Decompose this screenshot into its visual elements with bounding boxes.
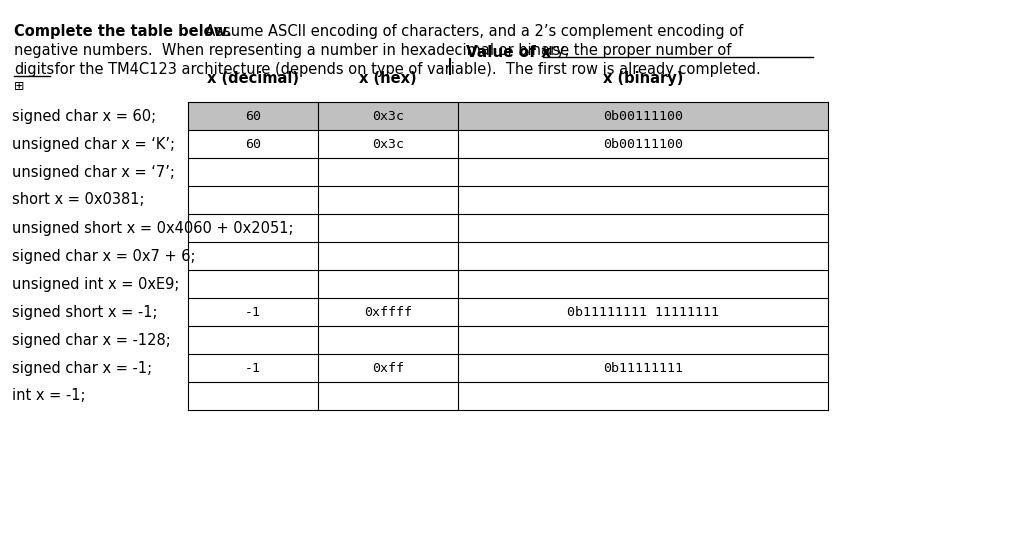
Text: unsigned char x = ‘K’;: unsigned char x = ‘K’;	[12, 136, 175, 151]
Text: signed char x = -1;: signed char x = -1;	[12, 361, 152, 376]
Text: x (decimal): x (decimal)	[207, 71, 299, 86]
Text: signed char x = 60;: signed char x = 60;	[12, 109, 156, 124]
Text: 0b00111100: 0b00111100	[603, 137, 683, 151]
Text: int x = -1;: int x = -1;	[12, 388, 85, 403]
Text: 0xffff: 0xffff	[364, 305, 412, 319]
Text: -1: -1	[245, 362, 261, 375]
Text: unsigned short x = 0x4060 + 0x2051;: unsigned short x = 0x4060 + 0x2051;	[12, 220, 294, 235]
Text: use the proper number of: use the proper number of	[543, 43, 731, 58]
Text: for the TM4C123 architecture (depends on type of variable).  The first row is al: for the TM4C123 architecture (depends on…	[50, 62, 761, 77]
Text: 0b11111111: 0b11111111	[603, 362, 683, 375]
Text: 0xff: 0xff	[372, 362, 404, 375]
Text: x (binary): x (binary)	[603, 71, 683, 86]
Text: negative numbers.  When representing a number in hexadecimal or binary,: negative numbers. When representing a nu…	[14, 43, 574, 58]
Text: Assume ASCII encoding of characters, and a 2’s complement encoding of: Assume ASCII encoding of characters, and…	[196, 24, 744, 39]
Text: 60: 60	[245, 137, 261, 151]
Text: 60: 60	[245, 110, 261, 122]
Bar	[188, 102, 828, 130]
Text: Value of x: Value of x	[466, 45, 550, 60]
Text: signed char x = 0x7 + 6;: signed char x = 0x7 + 6;	[12, 249, 196, 264]
Text: 0b11111111 11111111: 0b11111111 11111111	[567, 305, 719, 319]
Text: x (hex): x (hex)	[360, 71, 416, 86]
Text: Complete the table below.: Complete the table below.	[14, 24, 232, 39]
Text: unsigned int x = 0xE9;: unsigned int x = 0xE9;	[12, 276, 179, 291]
Text: ⊞: ⊞	[14, 80, 24, 93]
Text: 0x3c: 0x3c	[372, 110, 404, 122]
Text: 0b00111100: 0b00111100	[603, 110, 683, 122]
Text: -1: -1	[245, 305, 261, 319]
Text: 0x3c: 0x3c	[372, 137, 404, 151]
Text: signed char x = -128;: signed char x = -128;	[12, 332, 171, 347]
Text: digits: digits	[14, 62, 55, 77]
Text: short x = 0x0381;: short x = 0x0381;	[12, 192, 145, 208]
Text: signed short x = -1;: signed short x = -1;	[12, 305, 157, 320]
Text: unsigned char x = ‘7’;: unsigned char x = ‘7’;	[12, 165, 175, 179]
